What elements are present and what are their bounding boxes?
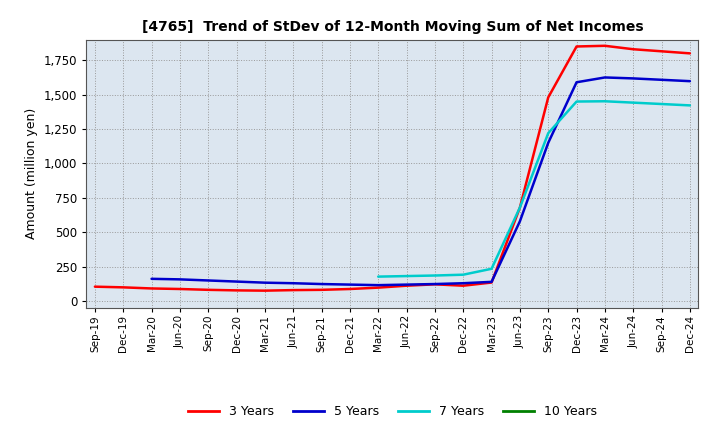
5 Years — [374, 282, 382, 288]
3 Years — [176, 286, 184, 292]
Y-axis label: Amount (million yen): Amount (million yen) — [25, 108, 38, 239]
5 Years — [176, 277, 184, 282]
5 Years — [204, 278, 212, 283]
5 Years — [600, 75, 609, 80]
7 Years — [600, 99, 609, 104]
Line: 5 Years: 5 Years — [152, 77, 690, 285]
7 Years — [516, 205, 524, 210]
3 Years — [91, 284, 99, 290]
5 Years — [459, 281, 467, 286]
7 Years — [657, 101, 666, 106]
5 Years — [657, 77, 666, 82]
3 Years — [685, 51, 694, 56]
7 Years — [431, 273, 439, 278]
5 Years — [544, 140, 552, 146]
7 Years — [572, 99, 581, 104]
3 Years — [402, 283, 411, 288]
3 Years — [374, 285, 382, 290]
3 Years — [318, 287, 326, 293]
7 Years — [459, 272, 467, 277]
3 Years — [572, 44, 581, 49]
5 Years — [431, 282, 439, 287]
Line: 7 Years: 7 Years — [378, 101, 690, 277]
Legend: 3 Years, 5 Years, 7 Years, 10 Years: 3 Years, 5 Years, 7 Years, 10 Years — [183, 400, 602, 423]
5 Years — [346, 282, 354, 287]
3 Years — [289, 287, 297, 293]
3 Years — [487, 280, 496, 285]
5 Years — [629, 76, 637, 81]
7 Years — [544, 131, 552, 136]
3 Years — [119, 285, 127, 290]
3 Years — [459, 283, 467, 288]
7 Years — [629, 100, 637, 105]
5 Years — [402, 282, 411, 287]
3 Years — [233, 288, 241, 293]
3 Years — [204, 287, 212, 293]
3 Years — [657, 49, 666, 54]
3 Years — [629, 47, 637, 52]
5 Years — [289, 281, 297, 286]
Title: [4765]  Trend of StDev of 12-Month Moving Sum of Net Incomes: [4765] Trend of StDev of 12-Month Moving… — [142, 20, 643, 34]
7 Years — [685, 103, 694, 108]
7 Years — [374, 274, 382, 279]
5 Years — [516, 219, 524, 224]
7 Years — [402, 273, 411, 279]
3 Years — [346, 286, 354, 292]
5 Years — [233, 279, 241, 284]
5 Years — [318, 282, 326, 287]
3 Years — [544, 95, 552, 100]
5 Years — [148, 276, 156, 282]
5 Years — [572, 80, 581, 85]
5 Years — [261, 280, 269, 285]
3 Years — [516, 205, 524, 210]
3 Years — [600, 43, 609, 48]
7 Years — [487, 266, 496, 271]
3 Years — [261, 288, 269, 293]
5 Years — [487, 279, 496, 285]
Line: 3 Years: 3 Years — [95, 46, 690, 291]
3 Years — [148, 286, 156, 291]
5 Years — [685, 78, 694, 84]
3 Years — [431, 282, 439, 287]
